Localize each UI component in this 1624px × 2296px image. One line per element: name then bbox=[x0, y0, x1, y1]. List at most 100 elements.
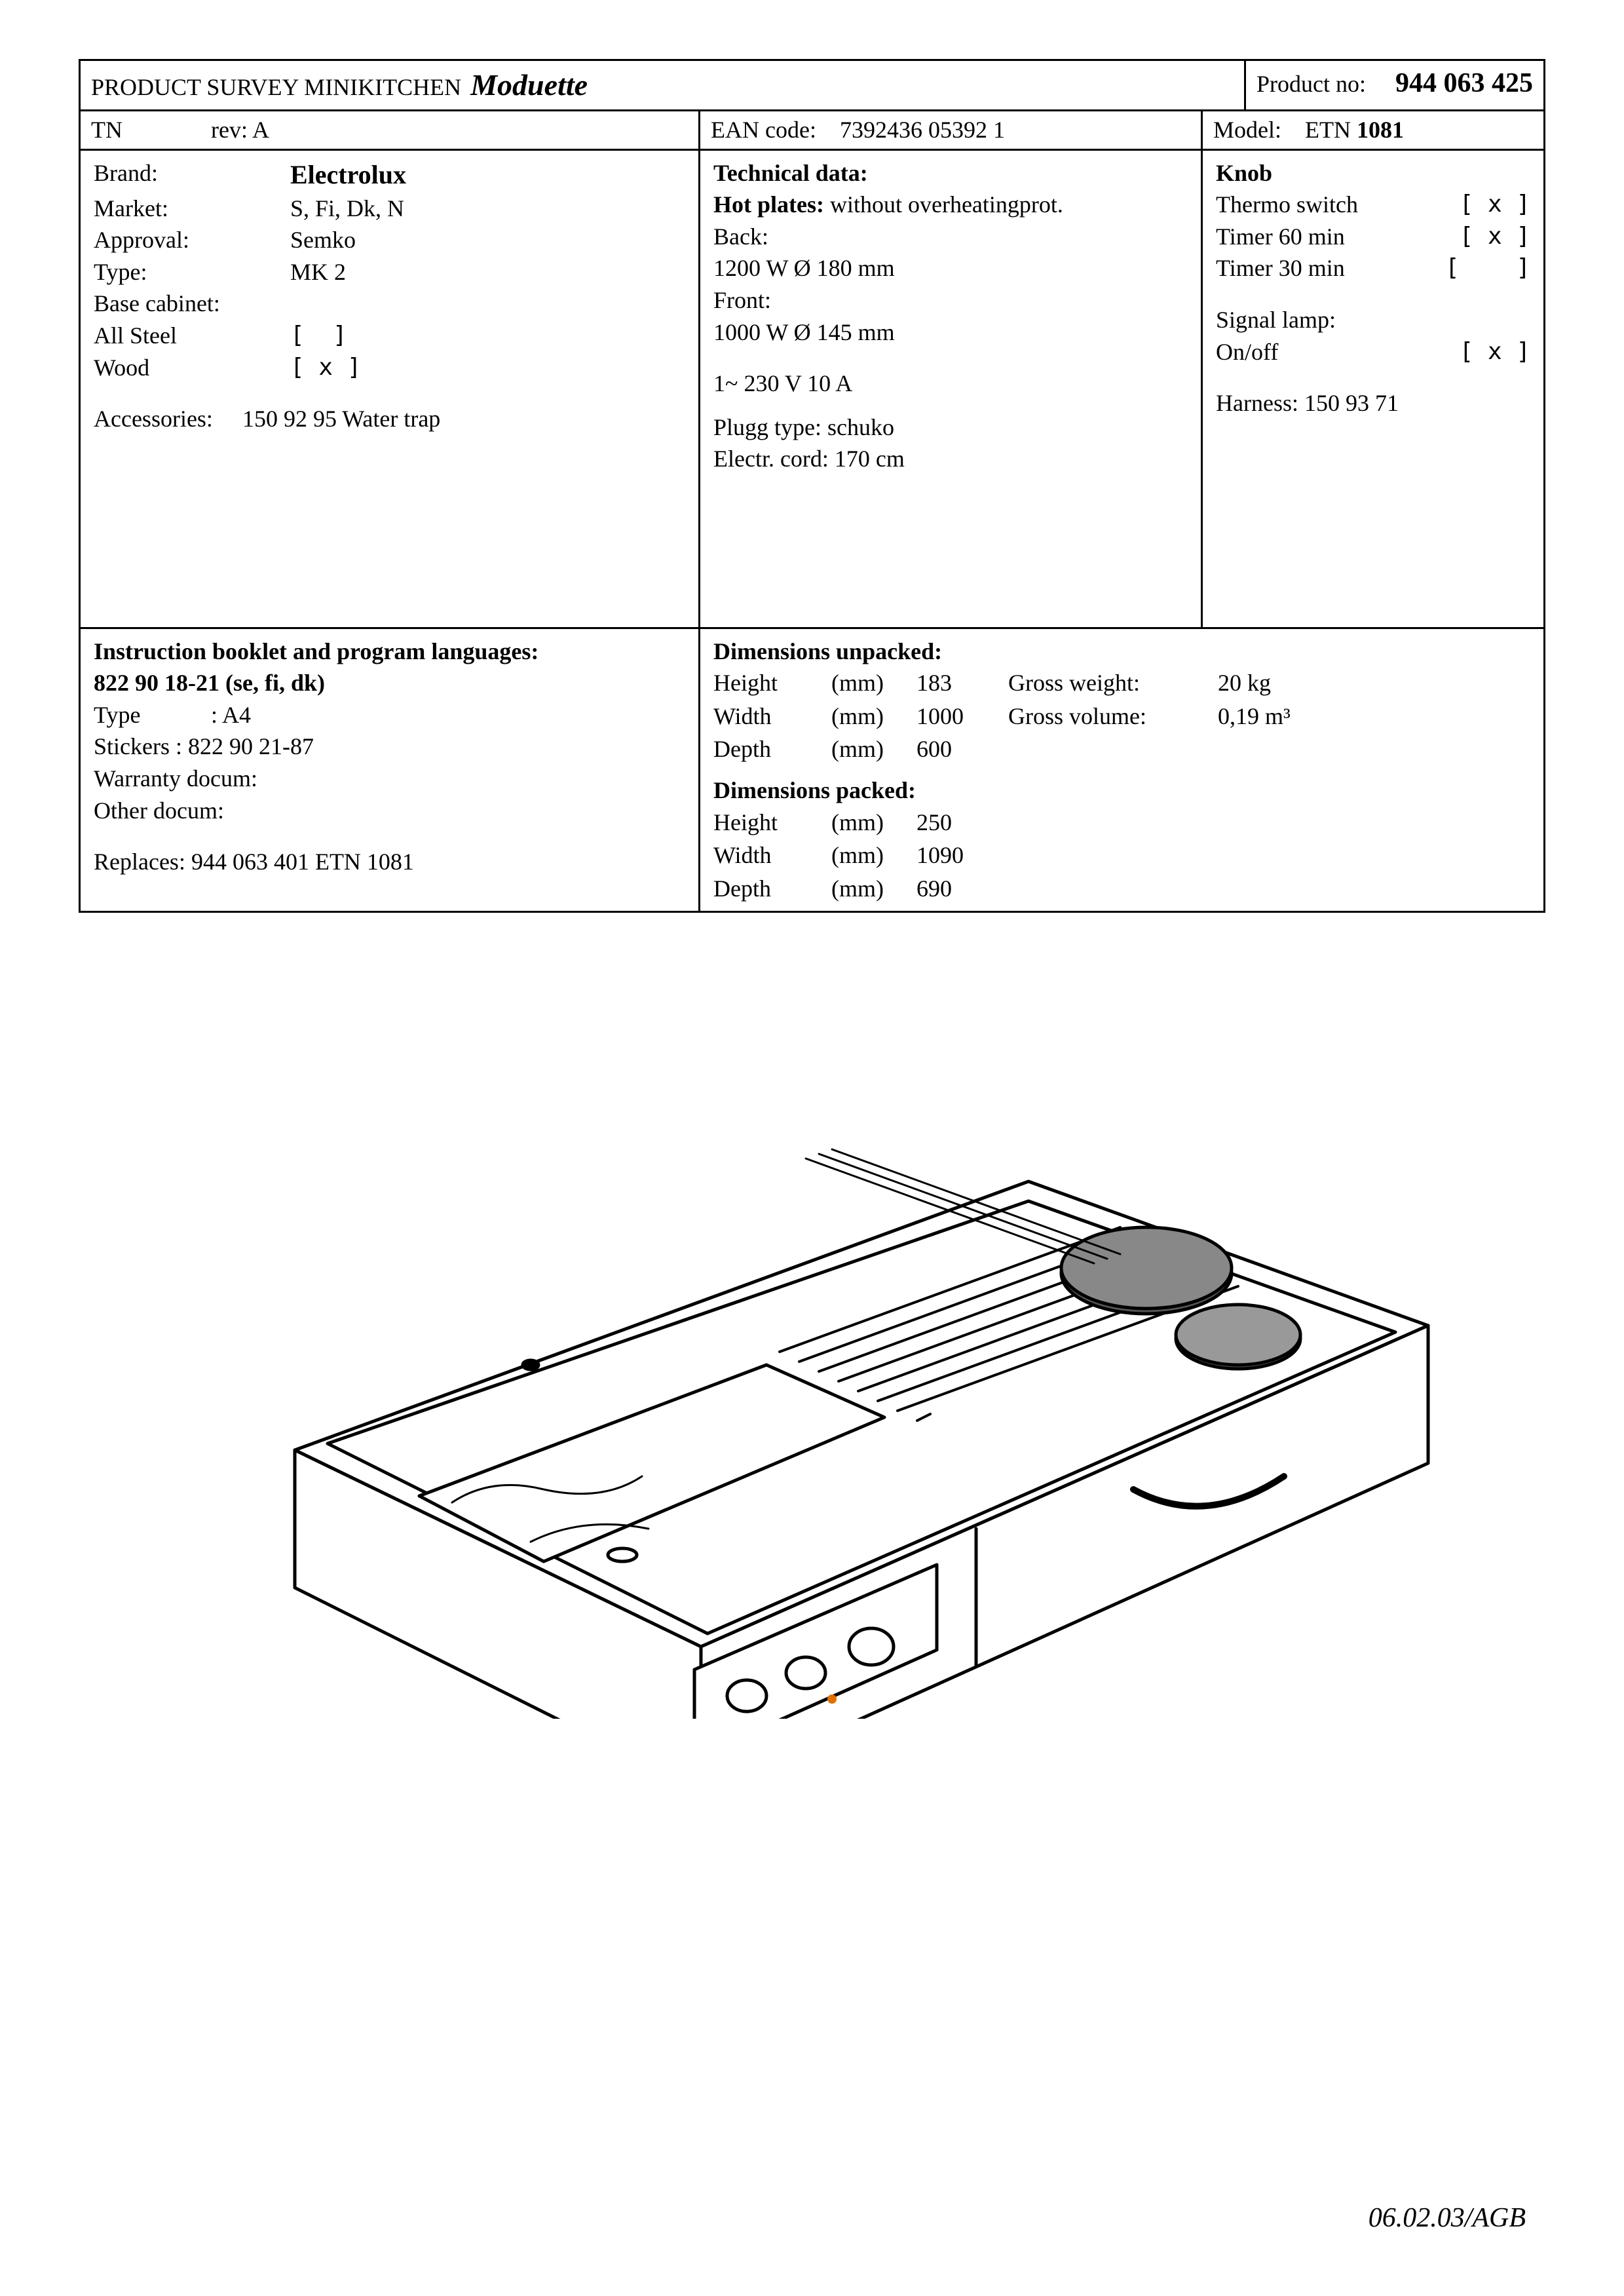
dim-label: Height bbox=[713, 807, 831, 839]
replaces-value: 944 063 401 ETN 1081 bbox=[191, 849, 414, 875]
dim-value: 690 bbox=[916, 873, 1008, 905]
gv-label: Gross volume: bbox=[1008, 700, 1218, 733]
stickers-label: Stickers : bbox=[94, 733, 182, 759]
basecab-label: Base cabinet: bbox=[94, 288, 685, 320]
onoff-check: [ x ] bbox=[1460, 336, 1530, 368]
footer-signature: 06.02.03/AGB bbox=[1369, 2200, 1526, 2237]
power-value: 1~ 230 V 10 A bbox=[713, 368, 1188, 400]
gw-value: 20 kg bbox=[1218, 667, 1323, 699]
title-block: PRODUCT SURVEY MINIKITCHEN Moduette bbox=[81, 61, 1244, 109]
onoff-label: On/off bbox=[1216, 336, 1278, 368]
back-value: 1200 W Ø 180 mm bbox=[713, 252, 1188, 284]
allsteel-check: [ ] bbox=[290, 320, 685, 352]
dim-value: 250 bbox=[916, 807, 1008, 839]
t60-label: Timer 60 min bbox=[1216, 221, 1345, 253]
dim-value: 183 bbox=[916, 667, 1008, 699]
dim-value: 1090 bbox=[916, 839, 1008, 871]
brand-line: Moduette bbox=[470, 65, 588, 105]
cord-label: Electr. cord: bbox=[713, 446, 829, 472]
knob-title: Knob bbox=[1216, 157, 1530, 189]
market-label: Market: bbox=[94, 193, 290, 225]
tn-cell: TN rev: A bbox=[81, 111, 700, 149]
booklet-type-value: : A4 bbox=[211, 702, 251, 728]
brand-label: Brand: bbox=[94, 157, 290, 193]
allsteel-label: All Steel bbox=[94, 320, 290, 352]
dim-label: Depth bbox=[713, 733, 831, 765]
right-column: Technical data: Hot plates: without over… bbox=[700, 151, 1543, 911]
t60-check: [ x ] bbox=[1460, 221, 1530, 253]
dim-value: 600 bbox=[916, 733, 1008, 765]
instr-title: Instruction booklet and program language… bbox=[94, 636, 685, 668]
subheader-row: TN rev: A EAN code: 7392436 05392 1 Mode… bbox=[81, 111, 1543, 151]
hotplates-label: Hot plates: bbox=[713, 191, 824, 218]
dim-unit: (mm) bbox=[831, 700, 916, 733]
cord-value: 170 cm bbox=[835, 446, 905, 472]
technical-data-cell: Technical data: Hot plates: without over… bbox=[700, 151, 1203, 627]
t30-check: [ ] bbox=[1445, 252, 1530, 284]
gw-label: Gross weight: bbox=[1008, 667, 1218, 699]
back-label: Back: bbox=[713, 221, 1188, 253]
approval-label: Approval: bbox=[94, 224, 290, 256]
dims-unpacked-title: Dimensions unpacked: bbox=[713, 636, 1530, 668]
stickers-value: 822 90 21-87 bbox=[188, 733, 314, 759]
right-top-row: Technical data: Hot plates: without over… bbox=[700, 151, 1543, 629]
dim-label: Width bbox=[713, 839, 831, 871]
header-row: PRODUCT SURVEY MINIKITCHEN Moduette Prod… bbox=[81, 61, 1543, 111]
signal-label: Signal lamp: bbox=[1216, 304, 1530, 336]
instr-code: 822 90 18-21 (se, fi, dk) bbox=[94, 667, 685, 699]
dim-unit: (mm) bbox=[831, 733, 916, 765]
approval-value: Semko bbox=[290, 224, 685, 256]
page: PRODUCT SURVEY MINIKITCHEN Moduette Prod… bbox=[0, 0, 1624, 2296]
model-value: 1081 bbox=[1357, 117, 1404, 143]
ean-label: EAN code: bbox=[711, 117, 816, 143]
dim-value: 1000 bbox=[916, 700, 1008, 733]
type-value: MK 2 bbox=[290, 256, 685, 288]
rev-label: rev: A bbox=[211, 117, 269, 143]
model-prefix: ETN bbox=[1305, 117, 1351, 143]
dimensions-cell: Dimensions unpacked: Height(mm)183Gross … bbox=[700, 629, 1543, 911]
dim-label: Height bbox=[713, 667, 831, 699]
wood-label: Wood bbox=[94, 352, 290, 384]
brand-value: Electrolux bbox=[290, 157, 685, 193]
left-bottom-cell: Instruction booklet and program language… bbox=[81, 629, 698, 885]
dim-unit: (mm) bbox=[831, 807, 916, 839]
minikitchen-icon bbox=[124, 1031, 1500, 1719]
product-diagram bbox=[79, 1031, 1545, 1727]
left-column: Brand:Electrolux Market:S, Fi, Dk, N App… bbox=[81, 151, 700, 911]
harness-label: Harness: bbox=[1216, 390, 1298, 416]
plug-label: Plugg type: bbox=[713, 414, 821, 440]
other-docum-label: Other docum: bbox=[94, 795, 685, 827]
replaces-label: Replaces: bbox=[94, 849, 185, 875]
type-label: Type: bbox=[94, 256, 290, 288]
booklet-type-label: Type bbox=[94, 699, 205, 731]
hotplates-value: without overheatingprot. bbox=[830, 191, 1063, 218]
product-no-cell: Product no: 944 063 425 bbox=[1244, 61, 1543, 109]
dim-label: Width bbox=[713, 700, 831, 733]
dim-unit: (mm) bbox=[831, 667, 916, 699]
wood-check: [ x ] bbox=[290, 352, 685, 384]
body-row: Brand:Electrolux Market:S, Fi, Dk, N App… bbox=[81, 151, 1543, 911]
thermo-check: [ x ] bbox=[1460, 189, 1530, 221]
dim-unit: (mm) bbox=[831, 839, 916, 871]
harness-value: 150 93 71 bbox=[1304, 390, 1399, 416]
accessories-label: Accessories: bbox=[94, 406, 213, 432]
accessories-value: 150 92 95 Water trap bbox=[242, 406, 440, 432]
dims-unpacked-grid: Height(mm)183Gross weight:20 kg Width(mm… bbox=[713, 667, 1530, 765]
knob-cell: Knob Thermo switch [ x ] Timer 60 min [ x … bbox=[1203, 151, 1543, 627]
thermo-label: Thermo switch bbox=[1216, 189, 1358, 221]
plug-value: schuko bbox=[827, 414, 894, 440]
gv-value: 0,19 m³ bbox=[1218, 700, 1323, 733]
ean-value: 7392436 05392 1 bbox=[840, 117, 1005, 143]
warranty-label: Warranty docum: bbox=[94, 763, 685, 795]
product-no-label: Product no: bbox=[1256, 71, 1366, 97]
product-no-value: 944 063 425 bbox=[1395, 68, 1533, 98]
market-value: S, Fi, Dk, N bbox=[290, 193, 685, 225]
dims-packed-title: Dimensions packed: bbox=[713, 775, 1530, 807]
front-label: Front: bbox=[713, 284, 1188, 316]
ean-cell: EAN code: 7392436 05392 1 bbox=[700, 111, 1203, 149]
model-cell: Model: ETN 1081 bbox=[1203, 111, 1543, 149]
model-label: Model: bbox=[1213, 117, 1281, 143]
dim-unit: (mm) bbox=[831, 873, 916, 905]
dim-label: Depth bbox=[713, 873, 831, 905]
front-value: 1000 W Ø 145 mm bbox=[713, 316, 1188, 349]
